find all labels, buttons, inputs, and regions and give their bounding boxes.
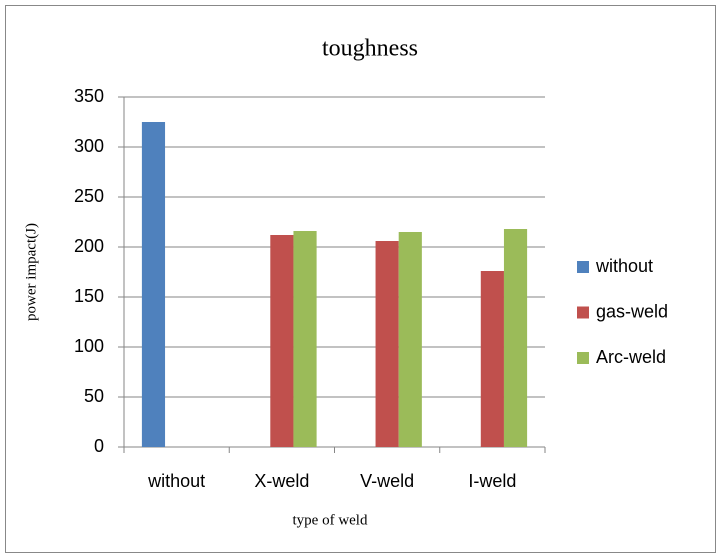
x-tick-label: V-weld <box>360 471 414 491</box>
bar <box>293 231 317 447</box>
y-tick-label: 250 <box>74 186 104 206</box>
bar <box>375 241 399 447</box>
legend-label: gas-weld <box>596 301 668 321</box>
bar <box>480 271 504 447</box>
x-tick-label: I-weld <box>468 471 516 491</box>
x-tick-label: without <box>147 471 205 491</box>
bar <box>503 229 528 447</box>
x-tick-label: X-weld <box>254 471 309 491</box>
y-axis-label: power impact(J) <box>23 223 39 321</box>
y-tick-label: 200 <box>74 236 104 256</box>
chart-title: toughness <box>322 36 418 62</box>
legend-swatch <box>577 261 589 273</box>
y-tick-label: 50 <box>84 386 104 406</box>
y-tick-label: 100 <box>74 336 104 356</box>
bar <box>141 122 166 447</box>
legend-label: Arc-weld <box>596 347 666 367</box>
legend-label: without <box>595 256 653 276</box>
y-tick-label: 300 <box>74 136 104 156</box>
bar <box>398 232 422 447</box>
y-tick-label: 0 <box>94 436 104 456</box>
legend-swatch <box>577 306 589 319</box>
x-axis-label: type of weld <box>293 512 368 528</box>
y-tick-label: 150 <box>74 286 104 306</box>
legend-swatch <box>577 352 589 364</box>
bar <box>270 235 294 447</box>
y-tick-label: 350 <box>74 86 104 106</box>
